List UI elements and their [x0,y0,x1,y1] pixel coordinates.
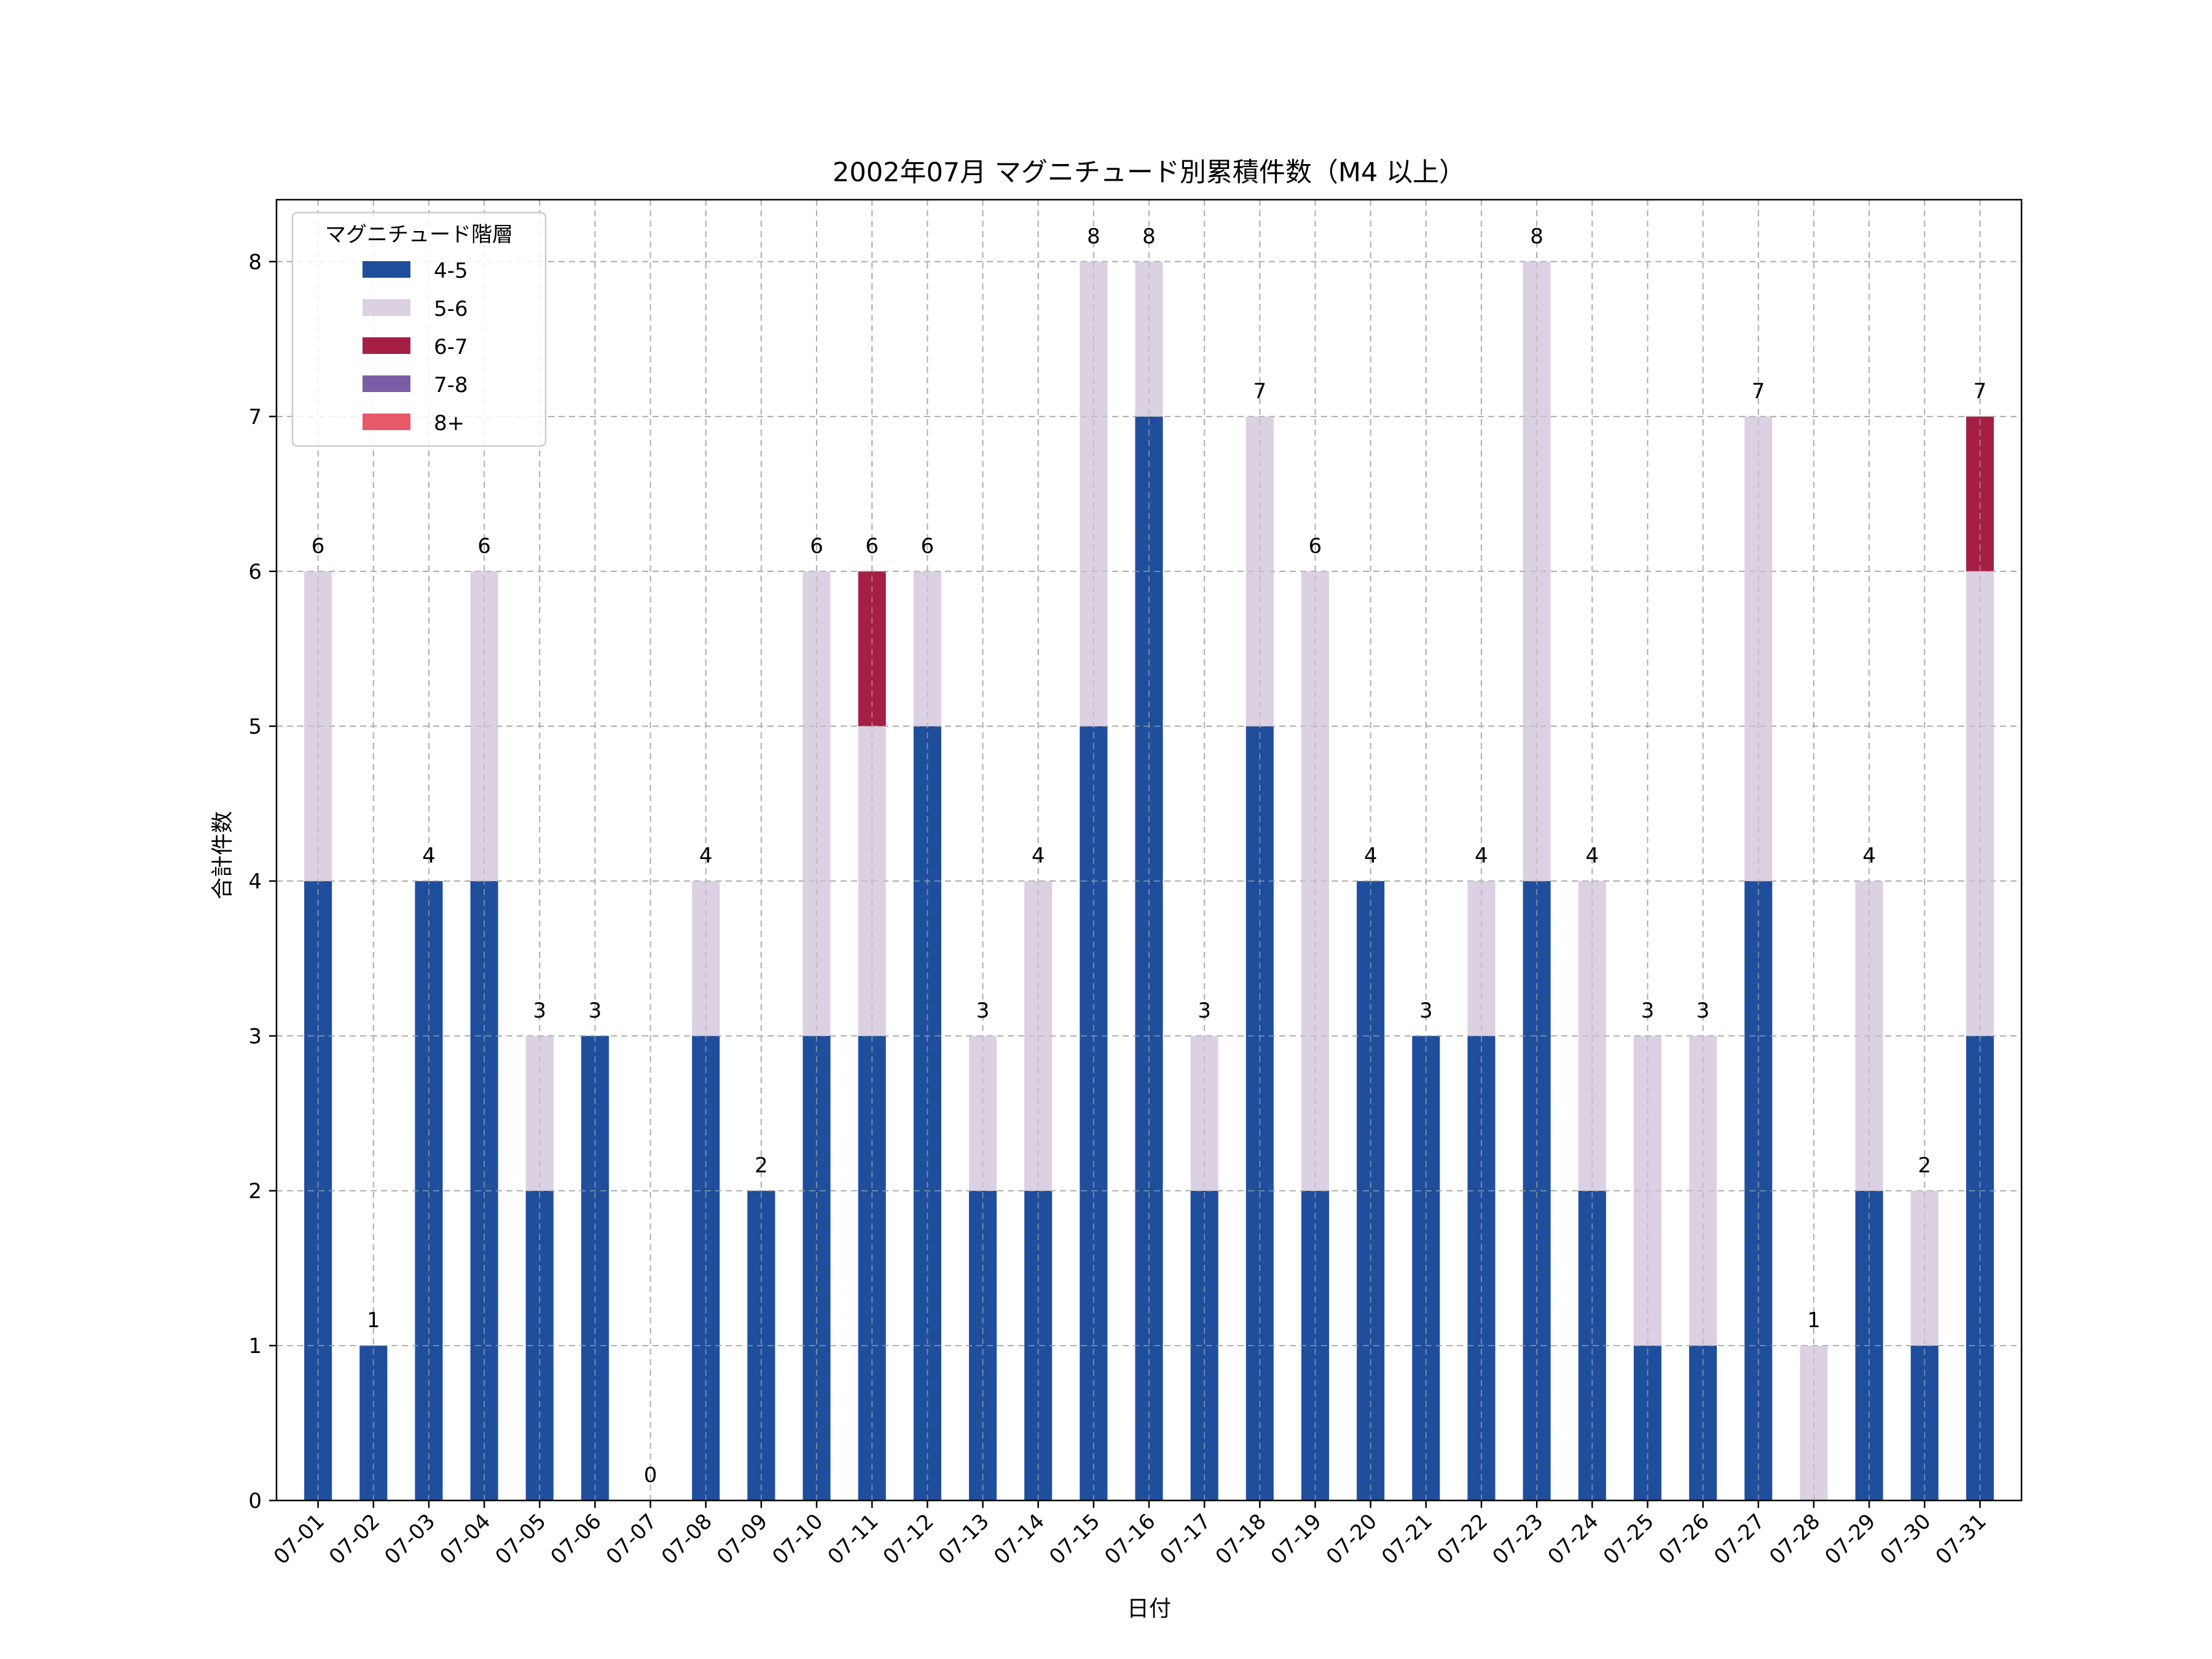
total-label: 3 [1198,998,1211,1023]
legend-title: マグニチュード階層 [325,222,513,247]
legend-label: 7-8 [434,373,468,398]
x-tick-label: 07-28 [1765,1509,1825,1569]
legend-label: 8+ [434,411,465,436]
total-label: 4 [422,844,436,868]
legend-swatch [363,261,410,278]
total-label: 3 [1419,998,1433,1023]
y-tick-label: 8 [248,250,262,275]
legend-swatch [363,375,410,392]
y-axis-label: 合計件数 [210,811,235,900]
y-tick-label: 7 [248,405,262,429]
legend: マグニチュード階層 4-5 5-6 6-7 7-8 8+ [291,211,547,447]
x-axis-label: 日付 [1127,1596,1171,1622]
x-tick-label: 07-02 [324,1509,385,1569]
total-label: 2 [755,1153,768,1178]
legend-label: 4-5 [434,259,468,283]
x-tick-label: 07-29 [1820,1509,1880,1569]
legend-box [291,211,547,447]
x-tick-label: 07-09 [712,1509,772,1569]
legend-swatch [363,299,410,316]
x-tick-label: 07-31 [1931,1509,1991,1569]
total-label: 4 [1032,844,1045,868]
chart-title: 2002年07月 マグニチュード別累積件数（M4 以上） [833,157,1465,188]
legend-items: 4-5 5-6 6-7 7-8 8+ [363,259,468,436]
x-tick-label: 07-13 [934,1509,994,1569]
bar-segment [1966,571,1994,1036]
legend-label: 6-7 [434,335,468,359]
total-label: 4 [1475,844,1488,868]
total-label: 4 [1862,844,1876,868]
x-tick-label: 07-23 [1488,1509,1548,1569]
total-label: 3 [1641,998,1655,1023]
x-tick-label: 07-12 [879,1509,939,1569]
legend-swatch [363,337,410,354]
y-tick-label: 4 [248,869,262,894]
y-tick-label: 6 [248,560,262,584]
total-label: 8 [1142,224,1156,249]
bar-segment [802,571,831,1036]
y-tick-label: 5 [248,715,262,739]
total-label: 3 [589,998,602,1023]
bars [276,200,2022,1501]
y-tick-label: 3 [248,1024,262,1049]
total-label: 6 [477,534,491,559]
x-tick-label: 07-07 [602,1509,662,1569]
total-label: 1 [1807,1308,1821,1333]
x-tick-label: 07-27 [1709,1509,1770,1569]
total-label: 4 [1585,844,1599,868]
total-label: 3 [976,998,990,1023]
x-tick-label: 07-18 [1211,1509,1271,1569]
total-label: 8 [1087,224,1100,249]
x-tick-label: 07-20 [1322,1509,1382,1569]
x-tick-label: 07-06 [546,1509,606,1569]
total-label: 4 [1364,844,1378,868]
total-label: 3 [1696,998,1710,1023]
x-tick-label: 07-24 [1543,1509,1603,1569]
total-label: 6 [1309,534,1322,559]
total-label: 7 [1253,379,1266,404]
total-labels: 6 1 4 6 3 3 0 4 2 6 6 6 3 4 8 8 3 7 6 4 3 4 8 4 3 3 7 1 4 2 7 [312,224,1986,1488]
x-tick-label: 07-11 [823,1509,883,1569]
total-label: 7 [1974,379,1987,404]
total-label: 7 [1752,379,1765,404]
x-tick-label: 07-04 [435,1509,495,1569]
x-tick-label: 07-08 [657,1509,717,1569]
x-tick-label: 07-26 [1654,1509,1714,1569]
total-label: 3 [533,998,546,1023]
total-label: 8 [1530,224,1543,249]
x-tick-label: 07-19 [1266,1509,1327,1569]
x-tick-label: 07-17 [1155,1509,1215,1569]
total-label: 2 [1918,1153,1931,1178]
x-tick-label: 07-05 [490,1509,551,1569]
x-tick-label: 07-15 [1045,1509,1105,1569]
legend-swatch [363,414,410,430]
total-label: 6 [865,534,879,559]
x-tick-label: 07-01 [269,1509,329,1569]
x-tick-label: 07-25 [1599,1509,1659,1569]
x-tick-label: 07-16 [1100,1509,1160,1569]
y-tick-label: 1 [248,1334,262,1359]
x-tick-label: 07-30 [1875,1509,1936,1569]
x-tick-label: 07-14 [989,1509,1049,1569]
x-tick-label: 07-10 [767,1509,828,1569]
x-tick-label: 07-21 [1377,1509,1437,1569]
legend-label: 5-6 [434,297,468,321]
x-tick-label: 07-03 [380,1509,440,1569]
total-label: 6 [312,534,325,559]
y-tick-label: 2 [248,1179,262,1204]
total-label: 4 [699,844,713,868]
x-tick-label: 07-22 [1432,1509,1492,1569]
total-label: 1 [367,1308,380,1333]
total-label: 6 [921,534,935,559]
total-label: 6 [810,534,823,559]
y-tick-label: 0 [248,1489,262,1513]
total-label: 0 [644,1463,657,1488]
